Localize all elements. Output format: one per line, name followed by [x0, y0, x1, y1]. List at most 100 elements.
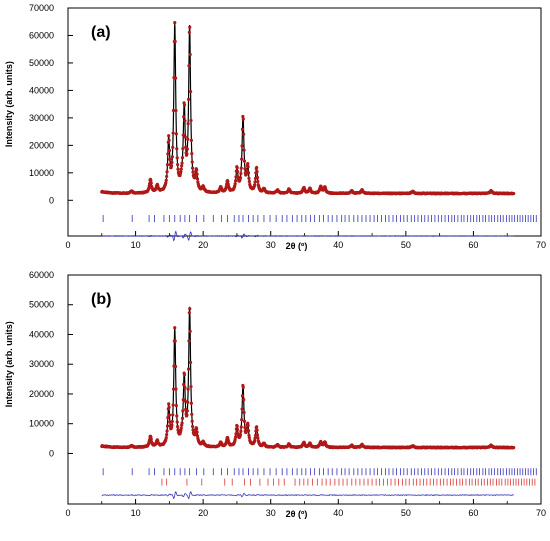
y-tick-label: 10000 — [29, 168, 54, 178]
observed-point — [246, 165, 250, 169]
x-tick-label: 10 — [131, 240, 141, 250]
y-tick-label: 20000 — [29, 389, 54, 399]
observed-point — [240, 144, 244, 148]
y-tick-label: 30000 — [29, 359, 54, 369]
observed-point — [253, 183, 257, 187]
observed-point — [191, 428, 195, 432]
observed-point — [191, 424, 195, 429]
observed-point — [187, 30, 191, 34]
observed-point — [182, 373, 187, 377]
observed-point — [185, 413, 189, 417]
observed-point — [186, 387, 190, 391]
reflection-ticks-2 — [161, 478, 536, 486]
observed-point — [242, 132, 246, 136]
plot-frame — [67, 7, 542, 237]
observed-point — [175, 156, 179, 160]
observed-point — [170, 160, 174, 165]
observed-point — [246, 171, 251, 175]
observed-point — [188, 360, 193, 365]
observed-point — [175, 147, 179, 151]
calculated-profile — [101, 22, 514, 194]
observed-point — [191, 170, 195, 174]
observed-point — [239, 166, 243, 170]
observed-point — [242, 410, 246, 415]
observed-point — [186, 137, 190, 141]
observed-points — [100, 307, 516, 450]
observed-point — [240, 157, 244, 161]
observed-point — [183, 386, 187, 390]
observed-point — [173, 364, 178, 369]
observed-point — [173, 21, 177, 25]
observed-point — [238, 433, 243, 437]
y-tick-label: 0 — [49, 448, 54, 458]
observed-point — [190, 419, 194, 423]
observed-point — [189, 401, 193, 405]
x-tick-label: 70 — [536, 240, 546, 250]
observed-point — [171, 387, 176, 391]
observed-point — [195, 177, 200, 181]
observed-point — [168, 420, 172, 424]
observed-point — [182, 103, 187, 107]
observed-point — [181, 147, 185, 151]
y-axis-title: Intensity (arb. units) — [4, 321, 14, 407]
observed-point — [180, 416, 185, 421]
observed-point — [240, 418, 244, 422]
observed-point — [179, 170, 183, 174]
x-tick-label: 20 — [198, 240, 208, 250]
observed-point — [167, 405, 171, 409]
x-tick-label: 10 — [131, 508, 141, 518]
observed-point — [175, 420, 179, 424]
observed-point — [181, 409, 185, 413]
y-tick-label: 40000 — [29, 85, 54, 95]
observed-point — [236, 170, 240, 174]
observed-point — [167, 148, 172, 153]
observed-point — [173, 339, 177, 343]
observed-point — [235, 166, 239, 170]
observed-point — [176, 167, 180, 171]
observed-point — [195, 172, 199, 176]
observed-point — [176, 425, 180, 429]
observed-point — [189, 138, 193, 142]
observed-point — [180, 156, 185, 160]
observed-point — [240, 394, 245, 398]
observed-point — [183, 399, 187, 403]
observed-point — [191, 166, 195, 170]
observed-point — [253, 180, 257, 184]
observed-point — [167, 134, 171, 138]
observed-point — [195, 430, 199, 434]
y-tick-label: 60000 — [29, 270, 54, 280]
observed-point — [179, 426, 183, 430]
observed-point — [171, 145, 175, 149]
x-tick-label: 60 — [468, 240, 478, 250]
observed-point — [166, 416, 170, 420]
observed-point — [187, 311, 191, 315]
observed-point — [167, 402, 171, 406]
observed-point — [195, 427, 199, 431]
observed-point — [180, 161, 184, 165]
observed-point — [242, 159, 247, 163]
observed-point — [186, 400, 190, 404]
observed-point — [255, 425, 259, 429]
x-tick-label: 70 — [536, 508, 546, 518]
observed-point — [253, 436, 257, 440]
x-tick-label: 50 — [401, 508, 411, 518]
observed-point — [247, 179, 251, 184]
observed-point — [175, 414, 179, 418]
x-tick-label: 0 — [65, 508, 70, 518]
observed-point — [149, 437, 153, 441]
y-tick-label: 50000 — [29, 300, 54, 310]
y-tick-label: 0 — [49, 195, 54, 205]
difference-curve — [101, 491, 514, 500]
observed-point — [235, 424, 239, 428]
observed-point — [174, 403, 178, 408]
observed-point — [240, 407, 244, 411]
observed-point — [188, 329, 192, 333]
observed-point — [241, 385, 245, 389]
observed-point — [164, 181, 168, 185]
plot-frame — [67, 274, 542, 505]
observed-point — [171, 403, 175, 407]
panel-label: (a) — [91, 24, 111, 41]
observed-point — [233, 437, 237, 442]
observed-point — [183, 119, 187, 123]
observed-point — [255, 170, 259, 174]
